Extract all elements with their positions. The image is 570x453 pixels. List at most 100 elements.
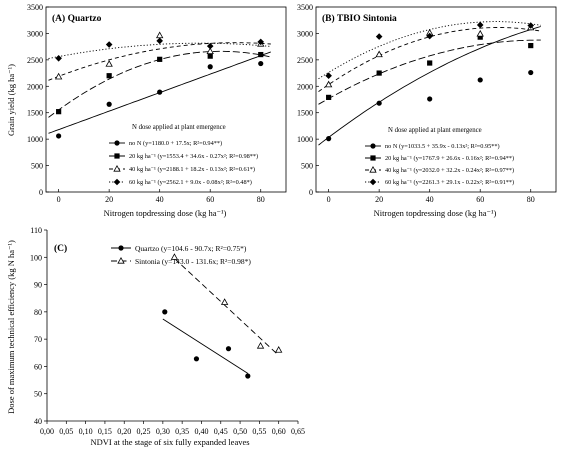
panel-a-point-s0-0 <box>56 133 62 139</box>
panel-a-point-s1-1 <box>106 73 112 79</box>
panel-a-ytick-label-3500: 3500 <box>27 3 43 12</box>
panel-c-xtick-label-9: 0,45 <box>214 427 228 436</box>
panel-c-ytick-label-40: 40 <box>34 417 42 426</box>
panel-b-legend: no N (y=1033.5 + 35.9x - 0.13x²; R²=0.95… <box>365 143 514 186</box>
panel-c-xlabel: NDVI at the stage of six fully expanded … <box>90 437 249 447</box>
panel-a-point-s2-3 <box>206 47 214 54</box>
panel-c-point-s1-3 <box>275 346 283 353</box>
panel-a-point-s3-0 <box>55 54 62 62</box>
panel-a-point-s0-1 <box>106 101 112 107</box>
panel-b-ytick-label-2500: 2500 <box>297 56 313 65</box>
panel-a-legend: no N (y=1180.0 + 17.5x; R²=0.94**) 20 kg… <box>109 140 258 186</box>
panel-c-xtick-label-2: 0,10 <box>79 427 93 436</box>
panel-c-xtick-label-0: 0,00 <box>40 427 54 436</box>
panel-b-legend-title: N dose applied at plant emergence <box>388 127 482 134</box>
panel-b-point-s1-3 <box>477 34 483 40</box>
panel-b-point-s2-1 <box>375 50 383 58</box>
panel-a-point-s0-2 <box>157 89 163 95</box>
panel-a-point-s2-0 <box>54 72 63 80</box>
panel-c-ytick-label-90: 90 <box>34 281 42 290</box>
panel-b-point-s0-1 <box>376 100 382 106</box>
panel-c-point-s1-0 <box>170 253 179 260</box>
panel-b-point-s3-4 <box>527 22 535 29</box>
panel-c-point-s0-3 <box>245 373 251 379</box>
panel-b-xtick-label-80: 80 <box>527 195 535 204</box>
panel-a-xtick-label-0: 0 <box>57 195 61 204</box>
panel-a-xtick-label-20: 20 <box>105 195 113 204</box>
panel-c-fit-line-0 <box>162 318 249 374</box>
panel-a-legend-marker-3 <box>113 178 121 186</box>
panel-c-fit-lines <box>162 258 279 374</box>
panel-a-point-s3-1 <box>105 41 113 48</box>
panel-c-point-s0-1 <box>193 356 200 362</box>
panel-a-legend-label-3: 60 kg ha⁻¹ (y=2562.1 + 9.0x - 0.08x²; R²… <box>129 179 252 186</box>
panel-b-legend-label-3: 60 kg ha⁻¹ (y=2261.3 + 29.1x - 0.22x²; R… <box>385 179 514 186</box>
panel-a-point-s1-4 <box>258 51 264 58</box>
panel-c-ytick-label-80: 80 <box>34 308 42 317</box>
panel-b-point-s0-0 <box>326 136 332 142</box>
panel-a-point-s1-2 <box>157 56 163 62</box>
panel-b-xtick-label-20: 20 <box>375 195 383 204</box>
panel-a-point-s2-1 <box>105 60 113 67</box>
panel-b-frame <box>315 6 557 193</box>
panel-b-legend-label-1: 20 kg ha⁻¹ (y=1767.9 + 26.6x - 0.16x²; R… <box>385 155 514 162</box>
panel-a-xtick-label-60: 60 <box>206 195 214 204</box>
panel-a-xtick-label-80: 80 <box>257 195 265 204</box>
panel-b-ytick-label-3000: 3000 <box>297 29 313 38</box>
panel-b-ytick-label-2000: 2000 <box>297 82 313 91</box>
panel-a-legend-title: N dose applied at plant emergence <box>132 124 226 131</box>
panel-b-fit-line-1 <box>318 39 541 105</box>
panel-b-ytick-label-1000: 1000 <box>297 135 313 144</box>
panel-b-fit-line-2 <box>318 27 541 92</box>
panel-b-xtick-label-40: 40 <box>426 195 434 204</box>
panel-b-point-s0-4 <box>528 69 534 76</box>
panel-c-legend-marker-1 <box>117 256 125 264</box>
panel-b-ticks: 0 500 1000 1500 2000 2500 3000 3500 0 20 40 60 80 <box>297 3 535 204</box>
panel-c-ytick-label-70: 70 <box>34 335 42 344</box>
panel-b-point-s2-3 <box>476 29 484 37</box>
panel-c-point-s0-2 <box>225 346 232 352</box>
panel-a-xlabel: Nitrogen topdressing dose (kg ha⁻¹) <box>104 208 227 218</box>
panel-b-legend-marker-0 <box>370 143 376 149</box>
panel-c-xtick-label-10: 0,50 <box>233 427 247 436</box>
panel-c-fit-line-1 <box>174 258 279 356</box>
panel-b-legend-marker-2 <box>369 165 377 173</box>
panel-c-ytick-label-60: 60 <box>34 362 42 371</box>
panel-a-legend-label-2: 40 kg ha⁻¹ (y=2188.1 + 18.2x - 0.13x²; R… <box>129 166 255 173</box>
panel-a-point-s1-0 <box>56 109 62 115</box>
panel-b-legend-label-2: 40 kg ha⁻¹ (y=2032.0 + 32.2x - 0.24x²; R… <box>385 167 514 174</box>
panel-b-points <box>324 21 535 142</box>
panel-b-ytick-label-0: 0 <box>309 188 313 197</box>
panel-b-point-s1-0 <box>326 94 332 100</box>
panel-c-xtick-label-13: 0,65 <box>291 427 305 436</box>
panel-c-xtick-label-12: 0,60 <box>272 427 286 436</box>
panel-c-ndvi: (C) Dose of maximum technical efficiency… <box>6 226 305 447</box>
panel-a-frame <box>45 6 287 193</box>
panel-b-tbio-sintonia: (B) TBIO Sintonia Nitrogen topdressing d… <box>297 3 557 218</box>
panel-c-xtick-label-1: 0,05 <box>59 427 73 436</box>
panel-a-point-s1-3 <box>207 53 213 59</box>
panel-c-xtick-label-7: 0,35 <box>175 427 189 436</box>
panel-a-ytick-label-1500: 1500 <box>27 109 43 118</box>
panel-a-ytick-label-0: 0 <box>39 188 43 197</box>
panel-c-ytick-label-110: 110 <box>30 226 42 235</box>
panel-c-xtick-label-6: 0,30 <box>156 427 170 436</box>
panel-b-xtick-label-0: 0 <box>327 195 331 204</box>
panel-b-point-s0-2 <box>427 96 433 102</box>
panel-a-title: (A) Quartzo <box>52 13 102 24</box>
panel-b-point-s3-1 <box>375 33 383 40</box>
panel-a-points <box>54 31 265 139</box>
panel-c-xtick-label-8: 0,40 <box>194 427 208 436</box>
panel-b-point-s0-3 <box>477 77 483 83</box>
panel-a-ticks: 0 500 1000 1500 2000 2500 3000 3500 0 20 40 60 80 <box>27 3 265 204</box>
panel-a-legend-marker-2 <box>113 164 121 172</box>
panel-a-fit-line-3 <box>48 42 271 59</box>
panel-c-legend-label-0: Quartzo (y=104.6 - 90.7x; R²=0.75*) <box>135 244 247 253</box>
panel-c-point-s1-1 <box>220 298 229 305</box>
panel-a-legend-marker-0 <box>114 140 120 146</box>
panel-b-fit-line-0 <box>318 26 541 146</box>
panel-a-point-s2-2 <box>156 31 164 39</box>
panel-a-fit-line-2 <box>48 42 271 81</box>
panel-b-xtick-label-60: 60 <box>476 195 484 204</box>
